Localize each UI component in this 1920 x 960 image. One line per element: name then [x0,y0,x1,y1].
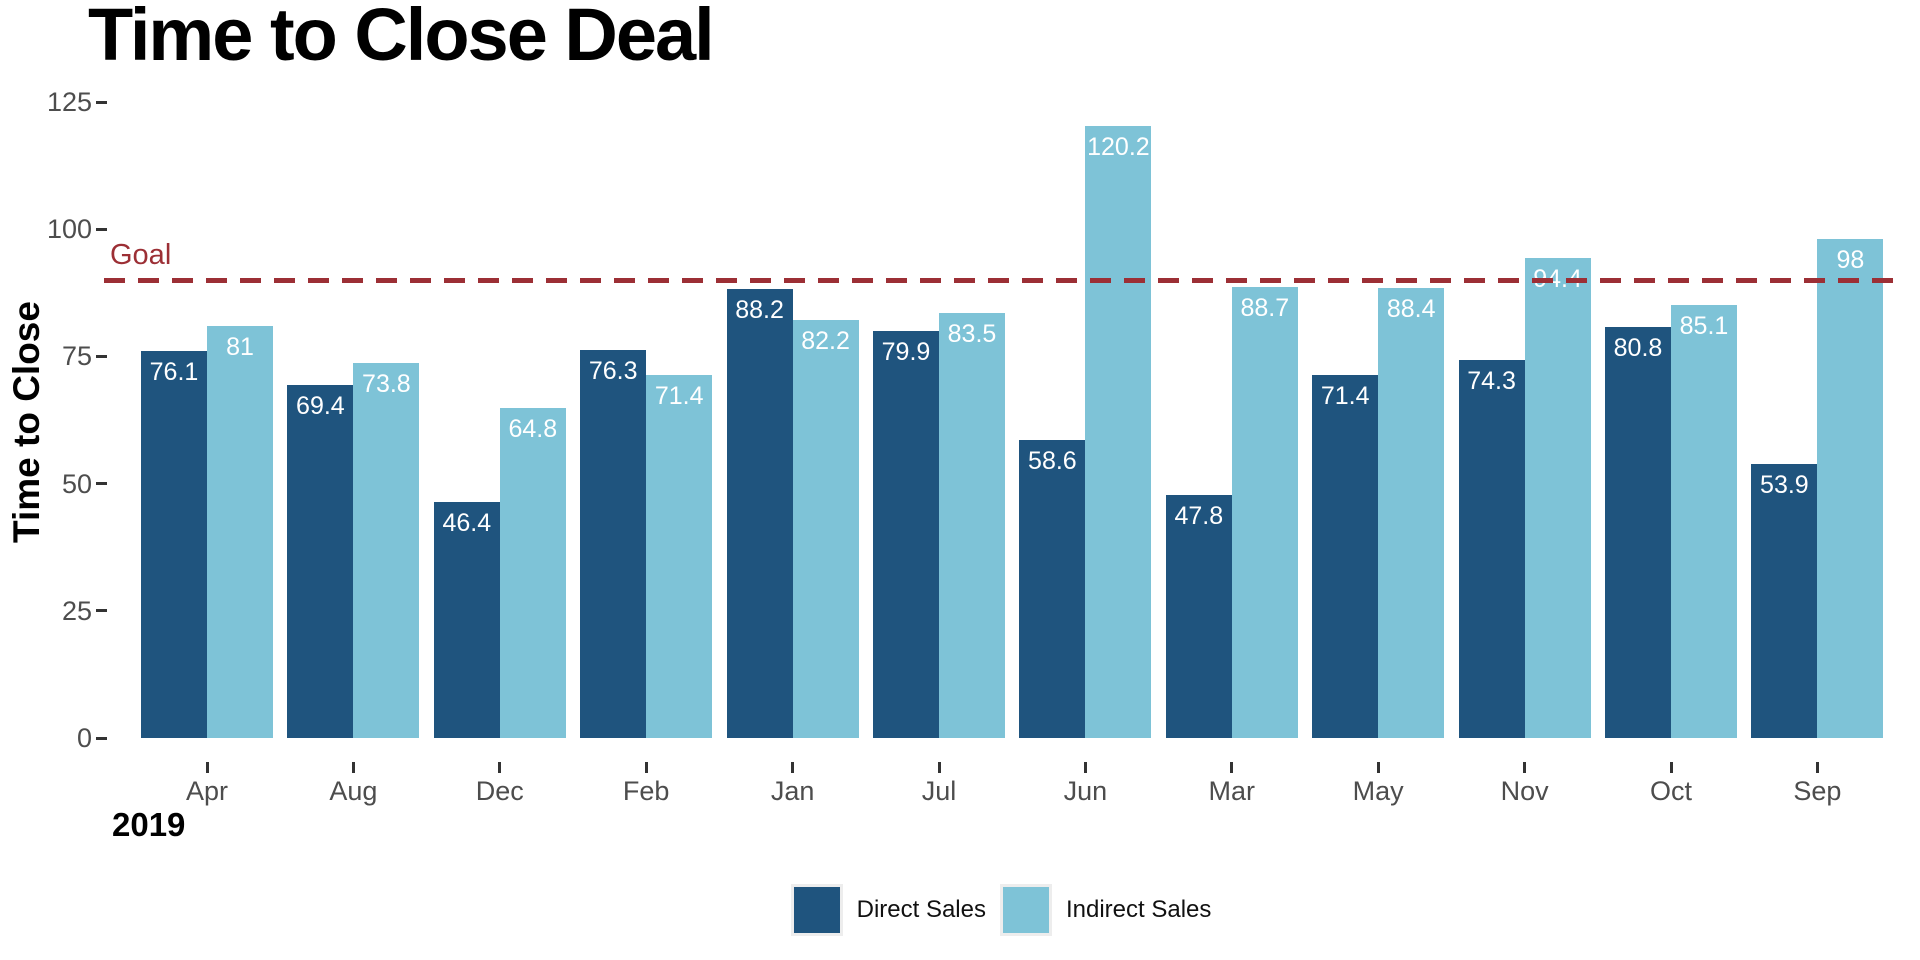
x-tick-label: Jan [770,776,815,806]
x-tick-label: Nov [1500,776,1549,806]
bar-value-label: 83.5 [947,320,997,349]
legend-color-square [793,887,840,933]
bar-value-label: 64.8 [508,415,558,444]
x-tick-label: Jun [1063,776,1108,806]
x-tick-label: Jul [921,776,957,806]
bar-indirect-aug [353,362,420,738]
x-axis-year-label: 2019 [112,806,186,843]
legend-key-swatch [999,884,1052,936]
x-tick-mark [1376,762,1380,773]
bar-value-label: 76.3 [588,356,638,385]
x-tick-mark [205,762,209,773]
bar-value-label: 88.7 [1240,293,1290,322]
bar-value-label: 47.8 [1174,501,1224,530]
bar-indirect-mar [1231,286,1298,738]
x-tick-mark [1083,762,1087,773]
x-tick-mark [644,762,648,773]
y-tick-mark [96,227,107,231]
bar-value-label: 120.2 [1087,133,1150,162]
bar-indirect-may [1378,288,1445,738]
y-tick-label: 25 [61,595,92,626]
legend: Direct Sales Indirect Sales [104,882,1898,938]
y-axis-title: Time to Close [6,301,47,543]
x-tick-mark [351,762,355,773]
bar-indirect-dec [499,408,566,738]
y-tick-mark [96,482,107,486]
bar-direct-apr [141,350,207,738]
y-tick-mark [96,354,107,358]
bar-value-label: 81 [226,332,254,361]
bar-value-label: 53.9 [1760,470,1809,499]
bar-value-label: 85.1 [1679,312,1729,340]
bar-direct-jul [873,331,939,738]
bar-direct-sep [1751,463,1818,738]
x-tick-mark [1669,762,1673,773]
x-tick-mark [937,762,941,773]
bar-indirect-jan [792,319,859,738]
bar-direct-dec [433,501,500,738]
x-tick-mark [498,762,502,773]
bar-direct-jan [726,289,793,738]
goal-line-label: Goal [110,239,172,271]
bar-indirect-jul [939,313,1005,738]
y-tick-label: 75 [61,341,92,372]
x-tick-label: Sep [1793,776,1842,806]
legend-label: Direct Sales [856,896,986,923]
x-tick-label: Dec [475,776,524,806]
x-tick-label: Apr [185,776,229,806]
x-tick-label: May [1352,776,1404,806]
legend-entry-indirect-sales: Indirect Sales [999,884,1212,936]
bar-indirect-feb [646,374,713,738]
bar-direct-oct [1605,326,1671,738]
bar-indirect-jun [1085,126,1152,738]
bar-value-label: 82.2 [801,326,850,355]
y-tick-mark [96,736,107,740]
x-tick-label: Oct [1649,776,1692,806]
bar-direct-feb [580,349,647,738]
y-tick-label: 0 [76,723,92,753]
legend-entry-direct-sales: Direct Sales [790,884,986,936]
x-tick-label: Aug [329,776,378,806]
bar-value-label: 88.2 [735,296,784,325]
x-tick-label: Mar [1208,776,1256,806]
bar-value-label: 73.8 [362,369,411,398]
bar-value-label: 71.4 [654,381,704,410]
bar-indirect-oct [1671,305,1737,738]
x-tick-mark [1523,762,1527,773]
bar-direct-jun [1019,439,1086,738]
x-tick-mark [1230,762,1234,773]
bar-value-label: 58.6 [1028,446,1077,475]
y-tick-label: 50 [61,468,92,499]
x-tick-mark [791,762,795,773]
bar-direct-nov [1458,359,1525,738]
goal-line [104,277,1898,283]
legend-color-square [1002,887,1049,933]
x-tick-mark [1815,762,1819,773]
x-tick-label: Feb [622,776,670,806]
legend-key-swatch [790,884,843,936]
bar-value-label: 79.9 [881,338,931,367]
bar-value-label: 80.8 [1613,333,1663,362]
bar-direct-may [1312,374,1379,738]
bar-value-label: 76.1 [149,357,199,386]
bar-value-label: 88.4 [1386,295,1436,324]
y-tick-mark [96,100,107,104]
y-tick-label: 100 [46,214,92,245]
chart-title: Time to Close Deal [88,0,715,76]
y-tick-mark [96,609,107,613]
bar-value-label: 74.3 [1467,366,1516,395]
bar-direct-aug [287,384,354,738]
bar-value-label: 71.4 [1320,381,1370,410]
bar-indirect-sep [1817,239,1884,738]
bar-direct-mar [1165,494,1232,738]
legend-label: Indirect Sales [1065,896,1212,923]
y-tick-label: 125 [46,87,92,117]
bar-indirect-apr [207,325,273,738]
bar-indirect-nov [1524,257,1591,738]
bar-value-label: 46.4 [442,508,492,537]
bar-value-label: 98 [1836,246,1865,275]
bar-value-label: 69.4 [296,391,345,420]
